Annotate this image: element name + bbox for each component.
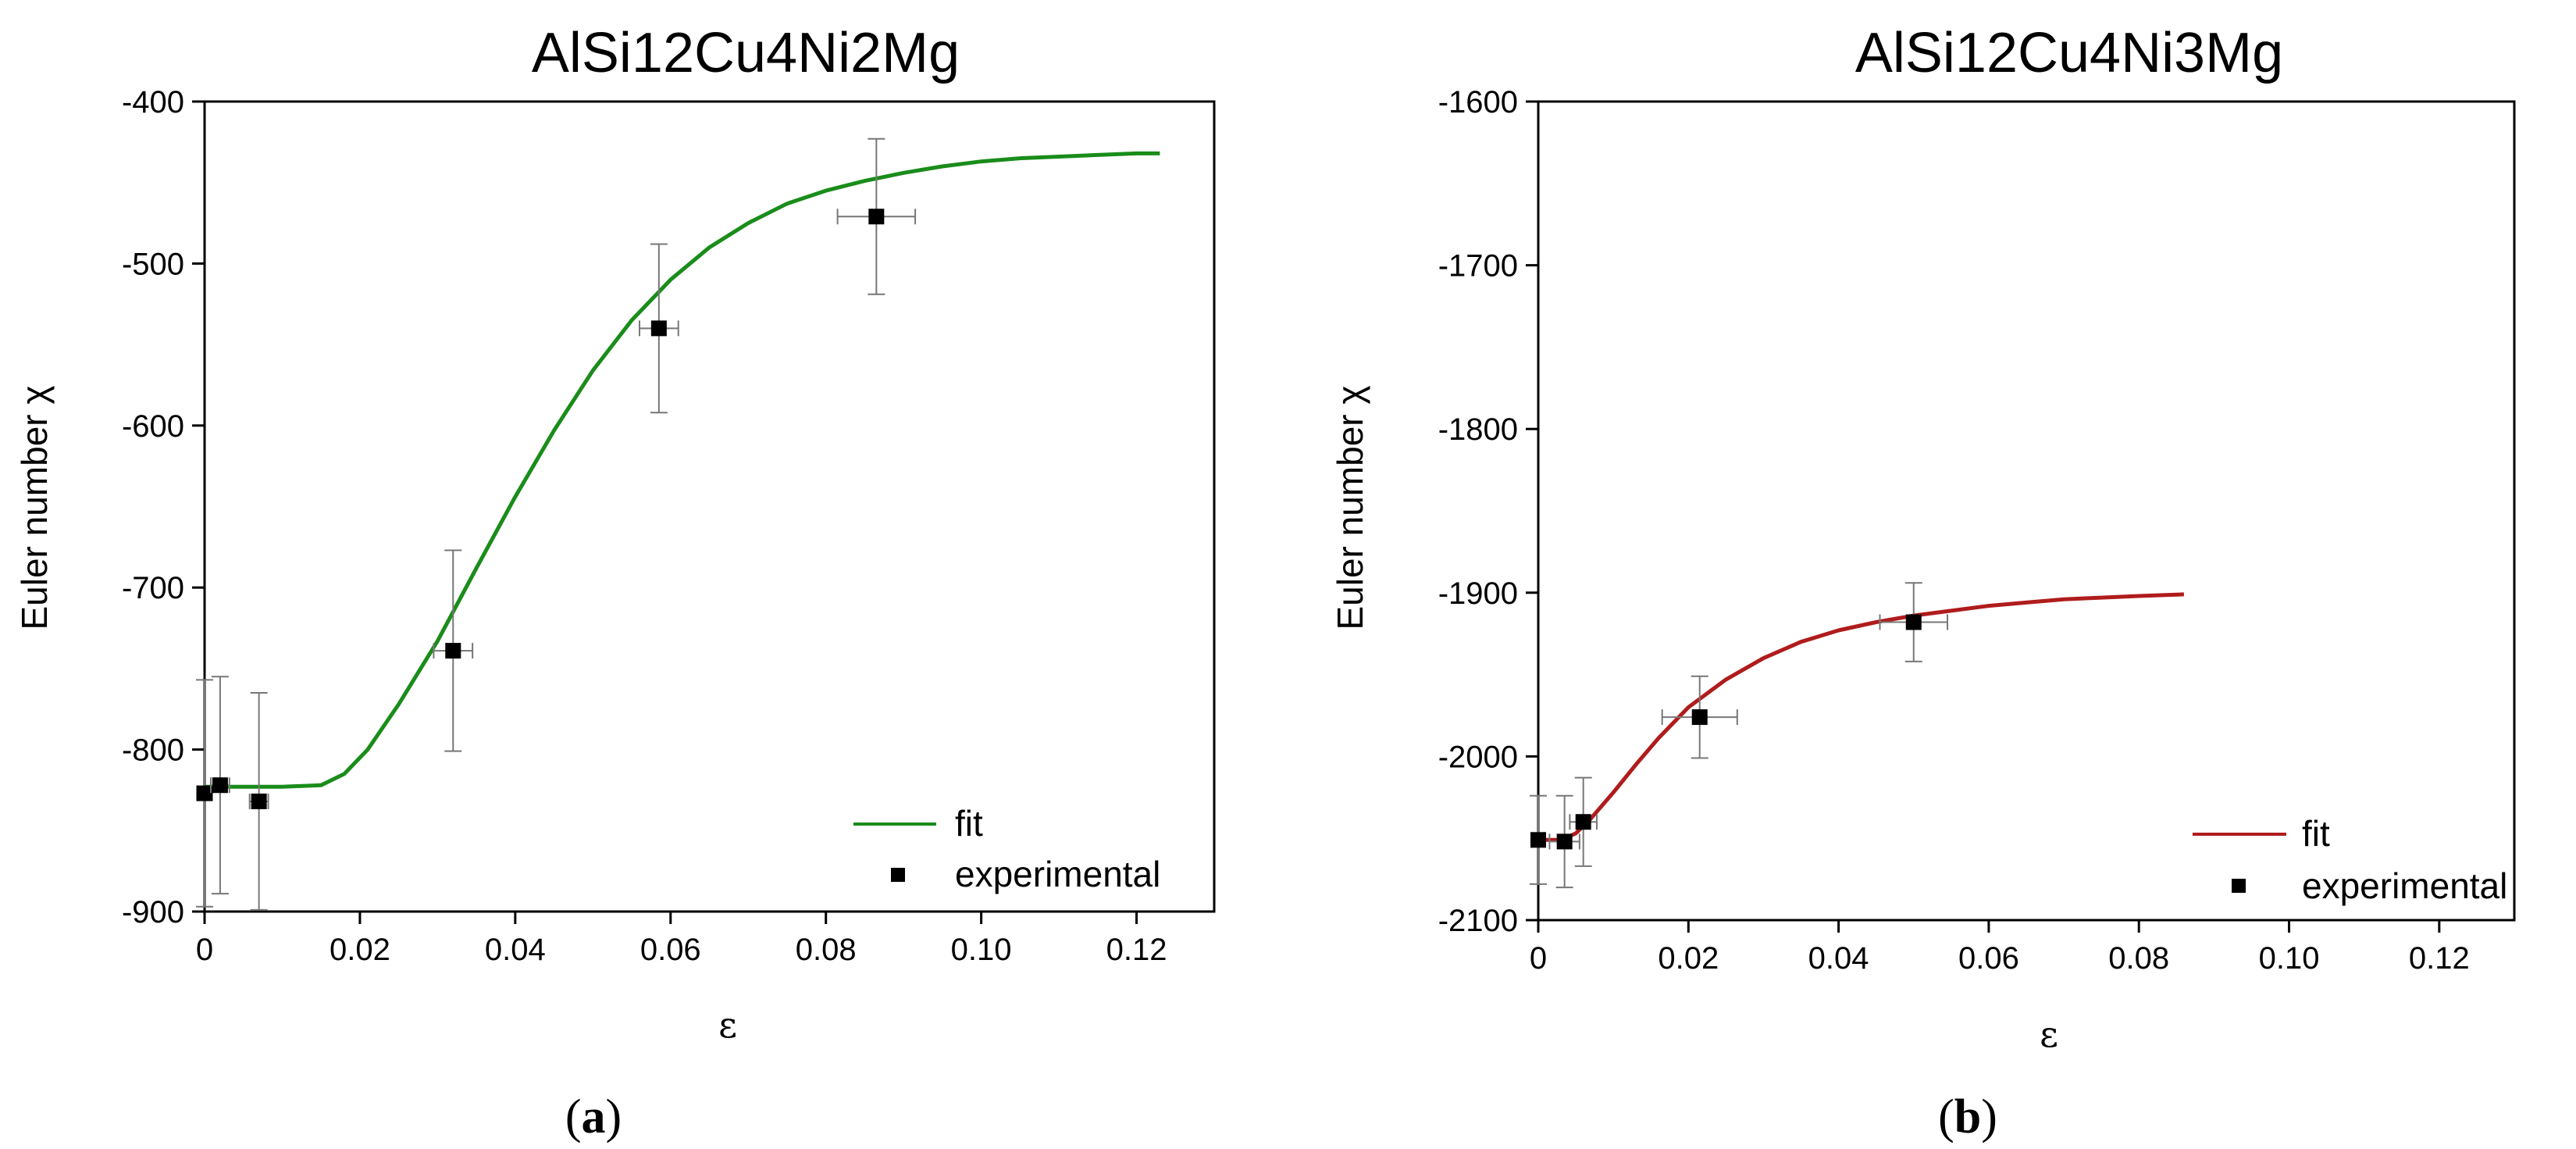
chart-a-title: AlSi12Cu4Ni2Mg [532, 22, 960, 84]
chart-b-legend-experimental-swatch [2232, 879, 2246, 893]
chart-b-plot-area: 0 0.02 0.04 0.06 0.08 0.10 0.12 -2100 -2000 -1900… [1438, 85, 2516, 976]
chart-b-x-tick-label: 0.04 [1808, 941, 1869, 976]
chart-a-x-tick-label: 0 [196, 933, 213, 967]
chart-a-frame [203, 100, 1216, 913]
chart-b-marker [1530, 832, 1546, 848]
chart-b-title: AlSi12Cu4Ni3Mg [1855, 22, 2283, 84]
chart-b-y-axis-label: Euler number χ [1330, 385, 1370, 630]
chart-a-y-axis-label: Euler number χ [14, 385, 55, 630]
chart-b-marker [1575, 814, 1591, 830]
chart-b-y-tick-label: -2000 [1438, 740, 1518, 774]
chart-a-data-point [196, 679, 213, 908]
chart-a-y-tick-label: -500 [122, 247, 184, 281]
panel-label-a: (a) [565, 1090, 622, 1144]
chart-b-x-tick-label: 0.06 [1958, 941, 2019, 976]
chart-a-plot-area: 0 0.02 0.04 0.06 0.08 0.10 0.12 -900 -800 -700 -60… [122, 85, 1216, 967]
chart-a-marker [212, 777, 228, 794]
chart-b-marker [1905, 614, 1922, 630]
chart-b-x-tick-label: 0.02 [1658, 941, 1719, 976]
chart-b-y-tick-label: -1600 [1438, 85, 1518, 120]
chart-b-x-tick-label: 0.10 [2259, 941, 2320, 976]
chart-b-legend-experimental-label: experimental [2302, 865, 2507, 906]
chart-a-y-tick-label: -600 [122, 409, 184, 444]
chart-a-y-tick-label: -800 [122, 733, 184, 768]
chart-a-data-point [433, 549, 474, 752]
chart-b-y-tick-label: -1700 [1438, 249, 1518, 284]
chart-a-marker [650, 320, 667, 337]
chart-a-x-tick-label: 0.08 [796, 933, 857, 967]
chart-a-x-tick-label: 0.02 [330, 933, 390, 967]
chart-b-marker [1556, 833, 1573, 850]
chart-b-frame [1537, 100, 2516, 922]
chart-a-x-tick-label: 0.12 [1106, 933, 1167, 967]
chart-b-x-tick-label: 0.08 [2108, 941, 2169, 976]
chart-a-marker [251, 793, 267, 809]
chart-a-y-tick-label: -400 [122, 85, 184, 120]
chart-a-data-point [836, 137, 917, 295]
chart-b-x-tick-label: 0.12 [2409, 941, 2470, 976]
chart-a-legend: fit experimental [853, 803, 1160, 894]
chart-a-data-point [638, 243, 679, 414]
panel-label-b: (b) [1938, 1090, 1997, 1144]
chart-b-legend: fit experimental [2193, 813, 2507, 906]
chart-b-data-point [1879, 582, 1949, 662]
chart-a-x-axis-label: ε [718, 1004, 737, 1046]
chart-a-fit-line [205, 151, 1160, 789]
chart-a-data-point [209, 676, 230, 895]
chart-b: AlSi12Cu4Ni3Mg 0 0.02 0.04 0.06 0.08 0.10 0.12… [1330, 22, 2516, 1144]
chart-b-x-axis-label: ε [2040, 1013, 2058, 1055]
chart-a-marker [868, 209, 885, 225]
chart-b-data-point [1661, 675, 1738, 759]
chart-a-legend-experimental-swatch [891, 868, 905, 882]
chart-b-legend-fit-label: fit [2302, 813, 2330, 854]
chart-a-marker [445, 643, 461, 659]
chart-a-marker [197, 785, 212, 801]
chart-b-data-point [1548, 794, 1580, 889]
chart-a-legend-fit-label: fit [955, 803, 983, 844]
chart-b-data-point [1530, 794, 1547, 885]
chart-a-x-tick-label: 0.10 [951, 933, 1012, 967]
chart-b-y-tick-label: -1900 [1438, 576, 1518, 611]
chart-b-fit-line [1538, 592, 2184, 842]
chart-a-legend-experimental-label: experimental [955, 854, 1160, 894]
chart-a-y-tick-label: -700 [122, 571, 184, 605]
chart-b-marker [1691, 709, 1708, 726]
chart-b-y-tick-label: -2100 [1438, 904, 1518, 938]
chart-b-y-tick-label: -1800 [1438, 412, 1518, 447]
chart-a-data-point [248, 692, 269, 911]
chart-a-x-tick-label: 0.04 [485, 933, 546, 967]
chart-b-data-point [1569, 776, 1598, 867]
chart-a-x-tick-label: 0.06 [640, 933, 701, 967]
chart-a-y-tick-label: -900 [122, 895, 184, 930]
chart-b-x-tick-label: 0 [1530, 941, 1547, 976]
chart-a: AlSi12Cu4Ni2Mg 0 0.02 0.04 0.06 0.08 0.10 0.12… [14, 22, 1216, 1144]
